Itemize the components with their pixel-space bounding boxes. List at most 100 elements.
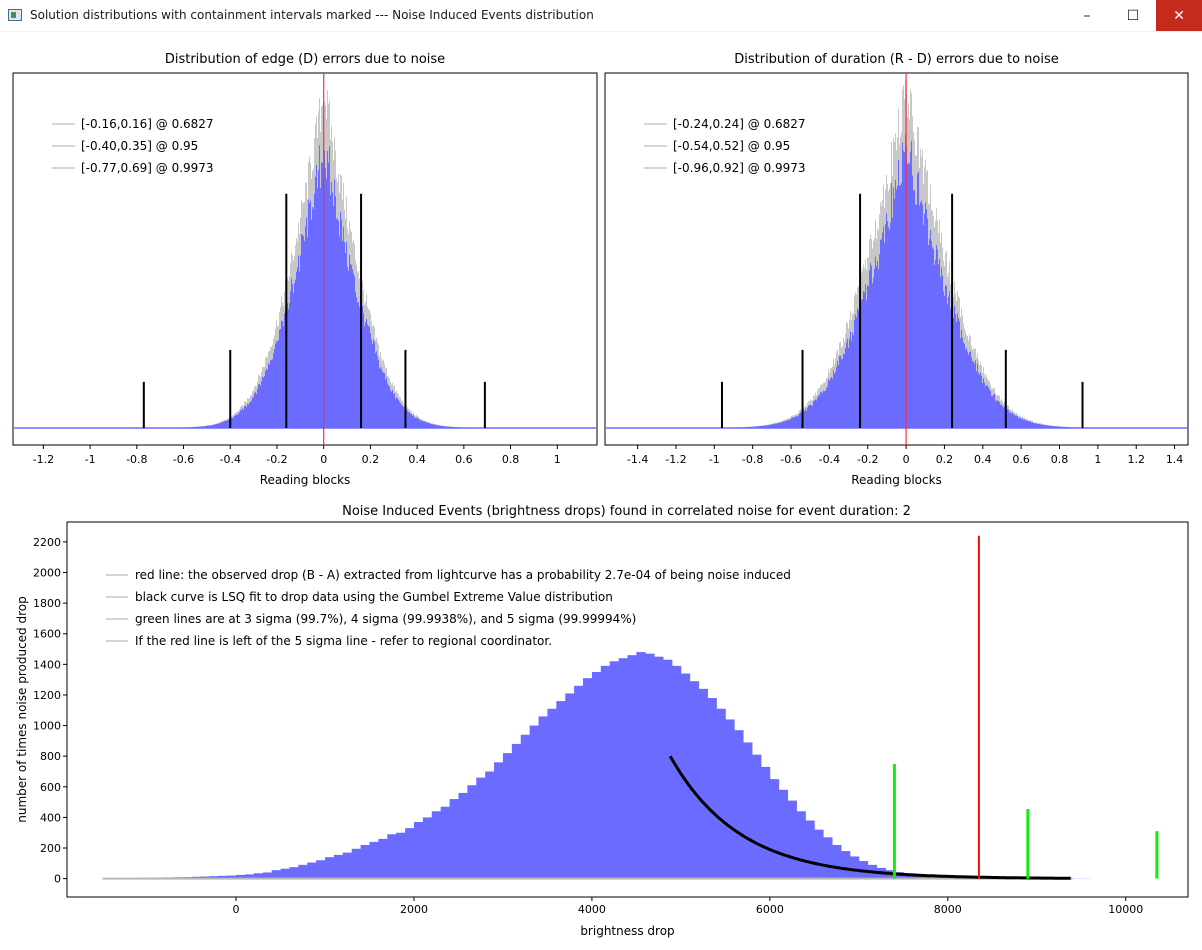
histogram-bar	[609, 661, 620, 879]
histogram-bar	[414, 417, 415, 428]
histogram-bar	[887, 221, 888, 428]
histogram-bar	[834, 373, 835, 428]
histogram-bar	[931, 240, 932, 428]
histogram-bar	[344, 242, 345, 428]
histogram-bar	[1051, 426, 1052, 428]
histogram-bar	[337, 219, 338, 428]
histogram-bar	[253, 396, 254, 428]
histogram-bar	[885, 224, 886, 428]
histogram-bar	[250, 402, 251, 428]
histogram-bar	[807, 407, 808, 428]
histogram-bar	[326, 178, 327, 428]
histogram-bar	[439, 425, 440, 428]
histogram-bar	[1020, 417, 1021, 428]
histogram-bar	[627, 655, 637, 879]
histogram-bar	[397, 398, 398, 428]
histogram-bar	[494, 762, 504, 879]
histogram-bar	[1016, 415, 1017, 428]
histogram-bar	[538, 716, 548, 879]
histogram-bar	[320, 187, 321, 428]
histogram-bar	[338, 220, 339, 428]
histogram-bar	[289, 867, 299, 879]
histogram-bar	[967, 351, 968, 428]
histogram-bar	[877, 260, 878, 428]
histogram-bar	[1034, 423, 1035, 428]
histogram-bar	[1018, 417, 1019, 428]
histogram-bar	[359, 307, 360, 428]
histogram-bar	[862, 299, 863, 428]
histogram-bar	[287, 302, 288, 428]
histogram-bar	[798, 415, 799, 428]
y-tick-label: 1400	[33, 658, 61, 671]
histogram-bar	[984, 382, 985, 428]
x-tick-label: -1.2	[33, 453, 54, 466]
histogram-bar	[826, 388, 827, 428]
histogram-bar	[993, 394, 994, 428]
histogram-bar	[832, 844, 842, 879]
histogram-bar	[833, 370, 834, 428]
histogram-bar	[982, 383, 983, 428]
minimize-button[interactable]: –	[1083, 7, 1091, 24]
x-tick-label: -0.4	[819, 453, 840, 466]
histogram-bar	[618, 658, 628, 879]
histogram-bar	[752, 754, 762, 879]
histogram-bar	[855, 314, 856, 428]
histogram-bar	[325, 857, 335, 879]
histogram-bar	[381, 369, 382, 428]
x-tick-label: 2000	[400, 903, 428, 916]
histogram-bar	[368, 326, 369, 428]
histogram-bar	[854, 319, 855, 428]
histogram-bar	[845, 348, 846, 428]
histogram-bar	[997, 399, 998, 428]
histogram-bar	[416, 417, 417, 428]
histogram-bar	[930, 229, 931, 428]
histogram-bar	[1014, 414, 1015, 428]
histogram-bar	[352, 269, 353, 428]
histogram-bar	[351, 265, 352, 428]
maximize-button[interactable]: ☐	[1126, 7, 1140, 24]
histogram-bar	[212, 425, 213, 428]
y-axis-label: number of times noise produced drop	[15, 596, 29, 822]
histogram-bar	[775, 423, 776, 428]
histogram-bar	[324, 150, 325, 428]
histogram-bar	[1026, 420, 1027, 428]
histogram-bar	[268, 363, 269, 428]
histogram-bar	[440, 425, 441, 428]
histogram-bar	[391, 392, 392, 428]
histogram-bar	[902, 142, 903, 429]
histogram-bar	[413, 414, 414, 428]
close-button[interactable]: ✕	[1156, 0, 1202, 31]
histogram-bar	[805, 408, 806, 428]
histogram-bar	[382, 371, 383, 428]
histogram-bar	[1048, 425, 1049, 428]
histogram-bar	[912, 175, 913, 428]
histogram-bar	[945, 285, 946, 428]
histogram-bar	[258, 384, 259, 428]
x-tick-label: -1	[85, 453, 96, 466]
histogram-bar	[814, 400, 815, 428]
histogram-bar	[956, 322, 957, 428]
histogram-bar	[896, 189, 897, 428]
histogram-bar	[291, 278, 292, 428]
histogram-bar	[1015, 415, 1016, 428]
histogram-bar	[949, 291, 950, 428]
histogram-bar	[237, 414, 238, 428]
histogram-bar	[975, 360, 976, 428]
histogram-bar	[1045, 425, 1046, 428]
window-titlebar: Solution distributions with containment …	[0, 0, 1202, 32]
histogram-bar	[228, 419, 229, 428]
histogram-bar	[244, 874, 255, 879]
histogram-bar	[850, 331, 851, 428]
histogram-bar	[429, 423, 430, 428]
histogram-bar	[304, 240, 305, 428]
histogram-bar	[953, 318, 954, 428]
histogram-bar	[374, 341, 375, 428]
histogram-bar	[979, 374, 980, 428]
histogram-bar	[856, 317, 857, 428]
histogram-bar	[313, 208, 314, 428]
histogram-bar	[422, 817, 433, 879]
chart-title: Noise Induced Events (brightness drops) …	[342, 504, 911, 519]
legend-entry: green lines are at 3 sigma (99.7%), 4 si…	[135, 612, 636, 626]
histogram-bar	[973, 361, 974, 428]
histogram-bar	[831, 377, 832, 428]
